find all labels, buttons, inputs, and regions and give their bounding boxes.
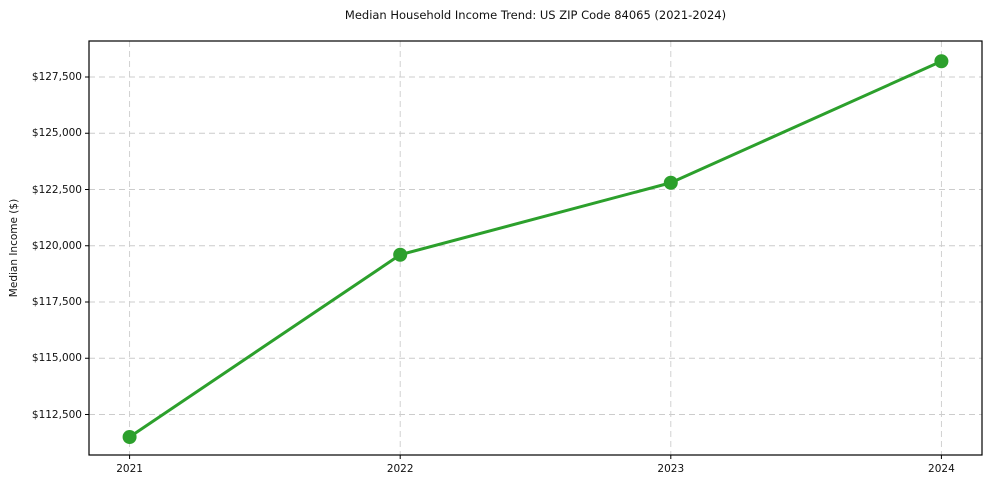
y-tick-label: $117,500 <box>31 296 82 308</box>
y-tick-label: $120,000 <box>31 239 82 252</box>
x-tick-label: 2024 <box>928 463 955 475</box>
y-tick-label: $127,500 <box>31 71 82 83</box>
data-point <box>393 247 408 262</box>
x-tick-label: 2022 <box>386 463 414 475</box>
y-tick-label: $115,000 <box>31 352 82 365</box>
trend-line <box>128 59 943 439</box>
data-point <box>663 175 678 190</box>
chart-title: Median Household Income Trend: US ZIP Co… <box>344 8 727 22</box>
x-tick-label: 2023 <box>657 463 685 475</box>
plot-border <box>88 40 983 456</box>
data-point <box>934 54 949 69</box>
y-tick-label: $125,000 <box>31 127 82 140</box>
x-tick-label: 2021 <box>116 463 143 475</box>
data-point <box>122 430 137 444</box>
y-tick-label: $112,500 <box>31 408 82 421</box>
y-tick-label: $122,500 <box>31 183 82 196</box>
